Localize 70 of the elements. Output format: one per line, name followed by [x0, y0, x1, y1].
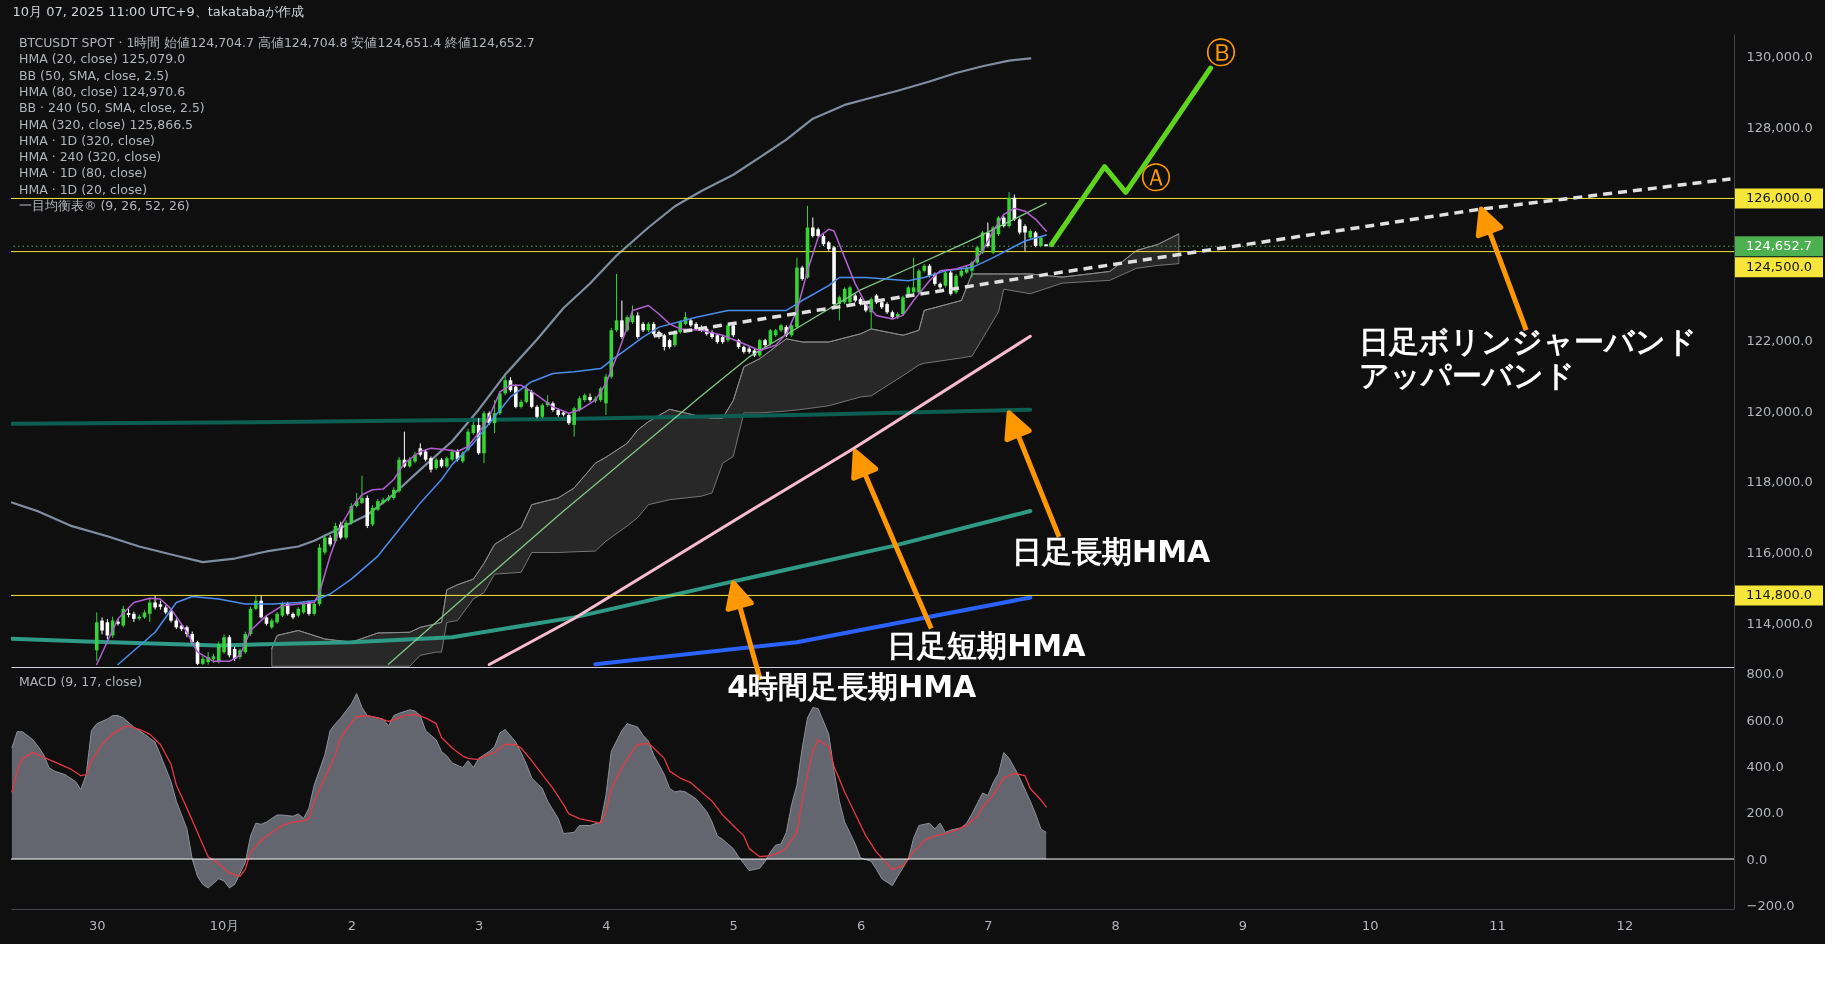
y-tick-label: 200.0 [1746, 805, 1784, 821]
x-tick-label: 30 [88, 917, 106, 933]
ref-line-label: 114,800.0 [1745, 587, 1813, 603]
x-tick-label: 3 [475, 917, 484, 933]
y-tick-label: 122,000.0 [1746, 332, 1813, 348]
candlestick [328, 534, 332, 547]
candlestick [572, 406, 576, 438]
annotation: Ⓐ [1140, 160, 1171, 196]
candlestick [153, 595, 157, 611]
candlestick [529, 389, 534, 409]
candlestick [360, 475, 364, 505]
candlestick [938, 281, 942, 290]
candlestick [132, 611, 136, 623]
ref-line-label: 124,500.0 [1745, 259, 1813, 275]
y-tick-label: 114,000.0 [1746, 616, 1813, 632]
annotation: HMA · 1D (80, close) [19, 165, 148, 181]
x-tick-label: 10月 [209, 917, 240, 933]
y-tick-label: 800.0 [1746, 666, 1784, 682]
y-tick-label: 116,000.0 [1746, 545, 1813, 561]
candlestick [323, 533, 327, 556]
y-tick-label: 0.0 [1746, 851, 1768, 867]
annotation: BTCUSDT SPOT · 1時間 始値124,704.7 高値124,704.8 安値124,651.4 終値124,652.7 [19, 35, 535, 50]
annotation: HMA (320, close) 125,866.5 [19, 116, 194, 132]
x-tick-label: 5 [729, 917, 738, 933]
annotation: 日足短期HMA [887, 627, 1087, 663]
candlestick [620, 300, 624, 340]
candlestick [901, 295, 905, 316]
annotation: MACD (9, 17, close) [19, 674, 143, 689]
annotation: HMA (20, close) 125,079.0 [19, 51, 186, 67]
annotation: 日足ボリンジャーバンドアッパーバンド [1359, 324, 1698, 394]
x-tick-label: 7 [984, 917, 993, 933]
candlestick [1023, 223, 1027, 252]
candlestick [757, 338, 762, 358]
candlestick [344, 519, 348, 540]
annotation: BB (50, SMA, close, 2.5) [19, 67, 169, 83]
y-tick-label: 118,000.0 [1746, 474, 1813, 490]
candlestick [917, 268, 921, 295]
x-tick-label: 6 [856, 917, 866, 933]
y-tick-label: 120,000.0 [1746, 403, 1813, 419]
candlestick [147, 598, 152, 623]
line-series [11, 713, 1047, 878]
y-tick-label: 130,000.0 [1746, 49, 1813, 65]
annotation: BB · 240 (50, SMA, close, 2.5) [19, 100, 205, 116]
chart-title: 10月 07, 2025 11:00 UTC+9、takatabaが作成 [12, 4, 305, 19]
annotation: HMA · 1D (320, close) [19, 132, 155, 148]
line-series [11, 407, 1033, 426]
x-tick-label: 4 [602, 917, 611, 933]
x-tick-label: 8 [1111, 917, 1120, 933]
annotation: 一目均衡表® (9, 26, 52, 26) [19, 198, 190, 213]
y-tick-label: −200.0 [1746, 897, 1795, 913]
candlestick [948, 270, 953, 297]
candlestick [100, 616, 104, 635]
annotation: HMA (80, close) 124,970.6 [19, 83, 186, 99]
annotation: Ⓑ [1205, 35, 1236, 71]
y-tick-label: 400.0 [1746, 758, 1784, 774]
x-tick-label: 9 [1238, 917, 1248, 933]
annotation: HMA · 240 (320, close) [19, 149, 162, 165]
x-tick-label: 2 [347, 917, 356, 933]
y-tick-label: 128,000.0 [1746, 120, 1813, 136]
ref-line-label: 126,000.0 [1745, 190, 1813, 206]
annotation: HMA · 1D (20, close) [19, 181, 148, 197]
ref-line-label: 124,652.7 [1745, 238, 1813, 254]
x-tick-label: 12 [1616, 917, 1634, 933]
annotation: 日足長期HMA [1012, 533, 1212, 569]
x-tick-label: 10 [1362, 917, 1379, 933]
x-tick-label: 11 [1489, 917, 1506, 933]
y-tick-label: 600.0 [1746, 712, 1784, 728]
candlestick [291, 611, 295, 620]
annotation: 4時間足長期HMA [727, 669, 978, 704]
candlestick [588, 392, 592, 403]
